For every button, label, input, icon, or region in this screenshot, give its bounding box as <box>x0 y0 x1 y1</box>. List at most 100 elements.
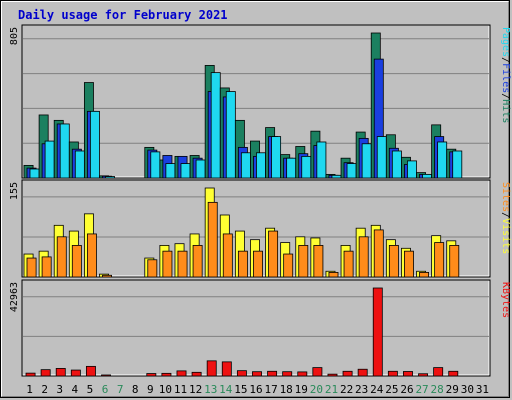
top-bar-pages-day-25 <box>391 150 402 179</box>
top-max-label: 805 <box>9 27 20 45</box>
bottom-bar-kbytes-day-21 <box>327 373 338 377</box>
middle-bar-sites-day-6 <box>102 274 112 278</box>
x-tick-label-day-2: 2 <box>41 383 48 396</box>
bottom-bar-kbytes-day-19 <box>297 371 308 377</box>
middle-max-label: 155 <box>9 182 20 200</box>
top-bar-pages-day-2 <box>44 140 55 179</box>
middle-bar-sites-day-2 <box>41 256 52 278</box>
x-tick-label-day-29: 29 <box>446 383 459 396</box>
legend-kbytes-text: KBytes <box>500 282 511 318</box>
middle-bar-sites-day-9 <box>147 259 158 278</box>
bottom-bar-kbytes-day-15 <box>236 370 247 377</box>
middle-bar-sites-day-10 <box>162 250 173 278</box>
middle-bar-sites-day-19 <box>298 245 309 278</box>
top-bar-pages-day-26 <box>407 160 417 179</box>
x-tick-label-day-13: 13 <box>204 383 217 396</box>
bottom-bar-kbytes-day-18 <box>282 371 293 377</box>
x-tick-label-day-21: 21 <box>325 383 338 396</box>
bottom-bar-kbytes-day-13 <box>206 360 217 377</box>
x-tick-label-day-10: 10 <box>159 383 172 396</box>
x-tick-label-day-27: 27 <box>415 383 428 396</box>
top-bar-pages-day-27 <box>422 173 433 179</box>
bottom-panel <box>21 279 491 377</box>
x-tick-label-day-3: 3 <box>56 383 63 396</box>
top-bar-pages-day-11 <box>180 163 191 179</box>
top-bar-pages-day-4 <box>74 150 85 179</box>
top-bar-pages-day-3 <box>59 123 70 179</box>
bottom-bar-kbytes-day-4 <box>70 369 81 377</box>
middle-bar-sites-day-13 <box>207 201 218 278</box>
legend-files-text: Files <box>500 63 511 93</box>
middle-bar-sites-day-1 <box>26 257 37 278</box>
bottom-bar-kbytes-day-23 <box>357 368 368 377</box>
top-bar-pages-day-5 <box>89 110 100 179</box>
middle-bar-sites-day-4 <box>71 245 82 278</box>
middle-bar-sites-day-21 <box>328 272 339 278</box>
top-bar-pages-day-13 <box>210 72 221 179</box>
legend-sep-text: / <box>500 212 511 218</box>
top-bar-pages-day-14 <box>225 91 236 179</box>
top-bar-pages-day-15 <box>240 152 251 179</box>
top-bar-pages-day-10 <box>165 163 176 179</box>
x-tick-label-day-25: 25 <box>385 383 398 396</box>
x-tick-label-day-30: 30 <box>461 383 474 396</box>
middle-bar-sites-day-18 <box>283 253 294 278</box>
middle-bar-sites-day-29 <box>449 245 460 278</box>
top-bar-pages-day-6 <box>105 176 115 179</box>
chart-title: Daily usage for February 2021 <box>18 8 228 22</box>
bottom-bar-kbytes-day-26 <box>403 371 413 377</box>
bottom-bar-kbytes-day-6 <box>101 374 111 377</box>
x-tick-label-day-16: 16 <box>249 383 262 396</box>
bottom-bar-kbytes-day-27 <box>418 373 429 377</box>
x-tick-label-day-9: 9 <box>147 383 154 396</box>
x-tick-label-day-6: 6 <box>102 383 109 396</box>
bottom-legend: KBytes <box>500 282 511 318</box>
bottom-max-label: 42963 <box>9 282 20 312</box>
x-tick-label-day-4: 4 <box>72 383 79 396</box>
x-tick-label-day-1: 1 <box>26 383 33 396</box>
top-bar-pages-day-19 <box>301 155 312 179</box>
middle-bar-sites-day-5 <box>86 233 97 278</box>
middle-bar-sites-day-22 <box>343 250 354 278</box>
middle-bar-sites-day-28 <box>434 242 445 278</box>
bottom-bar-kbytes-day-11 <box>176 370 187 377</box>
x-tick-label-day-17: 17 <box>264 383 277 396</box>
bottom-bar-kbytes-day-16 <box>252 371 262 377</box>
top-bar-pages-day-20 <box>316 141 327 179</box>
middle-legend: Sites/Visits <box>500 182 511 254</box>
legend-sep-text: / <box>500 57 511 63</box>
x-tick-label-day-24: 24 <box>370 383 384 396</box>
bottom-bar-kbytes-day-22 <box>342 370 353 377</box>
x-tick-label-day-26: 26 <box>400 383 413 396</box>
middle-bar-sites-day-14 <box>222 233 233 278</box>
x-tick-label-day-14: 14 <box>219 383 233 396</box>
top-legend: Pages/Files/Hits <box>500 27 511 123</box>
legend-sep-text: / <box>500 93 511 99</box>
x-tick-label-day-31: 31 <box>476 383 489 396</box>
bottom-bar-kbytes-day-2 <box>40 369 51 377</box>
x-tick-label-day-20: 20 <box>310 383 323 396</box>
bottom-bar-kbytes-day-10 <box>161 372 172 377</box>
top-bar-pages-day-28 <box>437 141 448 179</box>
middle-bar-sites-day-17 <box>268 230 279 278</box>
top-bar-pages-day-12 <box>195 159 206 179</box>
bottom-bar-kbytes-day-20 <box>312 367 323 377</box>
top-bar-pages-day-1 <box>29 168 40 179</box>
middle-bar-sites-day-16 <box>253 250 263 278</box>
middle-bar-sites-day-25 <box>388 245 399 278</box>
x-tick-label-day-7: 7 <box>117 383 124 396</box>
middle-bar-sites-day-23 <box>358 236 369 278</box>
top-bar-pages-day-16 <box>256 152 266 179</box>
x-tick-label-day-28: 28 <box>431 383 444 396</box>
x-tick-label-day-5: 5 <box>87 383 94 396</box>
x-tick-label-day-15: 15 <box>234 383 247 396</box>
top-bar-pages-day-17 <box>271 136 282 179</box>
bottom-bar-kbytes-day-29 <box>448 370 459 377</box>
middle-bar-sites-day-3 <box>56 236 67 278</box>
top-bar-pages-day-9 <box>150 151 161 179</box>
bottom-bar-kbytes-day-14 <box>221 361 232 377</box>
x-tick-label-day-8: 8 <box>132 383 139 396</box>
bottom-bar-kbytes-day-25 <box>387 370 398 377</box>
